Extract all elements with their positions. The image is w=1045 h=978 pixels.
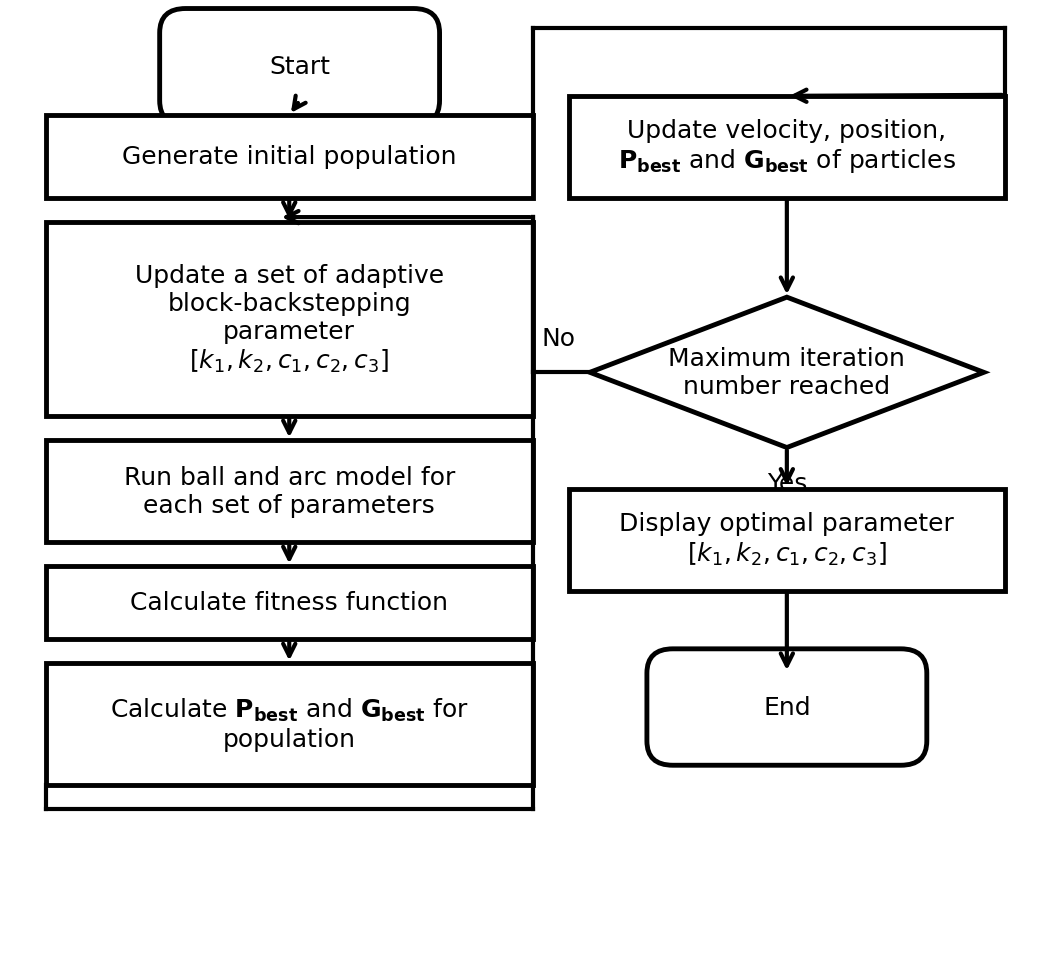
Bar [570,96,1004,199]
Bar [46,222,533,417]
FancyBboxPatch shape [160,9,440,125]
Text: Update a set of adaptive
block-backstepping
parameter
$[k_1,k_2,c_1,c_2,c_3]$: Update a set of adaptive block-backstepp… [135,264,444,375]
Bar [46,115,533,199]
Text: Maximum iteration
number reached: Maximum iteration number reached [669,347,905,398]
Bar [46,440,533,543]
Text: Start: Start [270,55,330,79]
Text: End: End [763,695,811,719]
Text: Generate initial population: Generate initial population [122,145,457,169]
Bar [570,489,1004,591]
Text: Update velocity, position,
$\mathbf{P_{best}}$ and $\mathbf{G_{best}}$ of partic: Update velocity, position, $\mathbf{P_{b… [618,119,956,175]
Bar [46,663,533,784]
Text: Calculate $\mathbf{P_{best}}$ and $\mathbf{G_{best}}$ for
population: Calculate $\mathbf{P_{best}}$ and $\math… [110,696,469,752]
Text: No: No [541,327,576,351]
FancyBboxPatch shape [647,649,927,766]
Text: Display optimal parameter
$[k_1,k_2,c_1,c_2,c_3]$: Display optimal parameter $[k_1,k_2,c_1,… [620,512,954,567]
Text: Yes: Yes [767,472,807,496]
Text: Calculate fitness function: Calculate fitness function [131,591,448,615]
Text: Run ball and arc model for
each set of parameters: Run ball and arc model for each set of p… [123,466,455,517]
Polygon shape [589,297,983,448]
Bar [46,566,533,640]
